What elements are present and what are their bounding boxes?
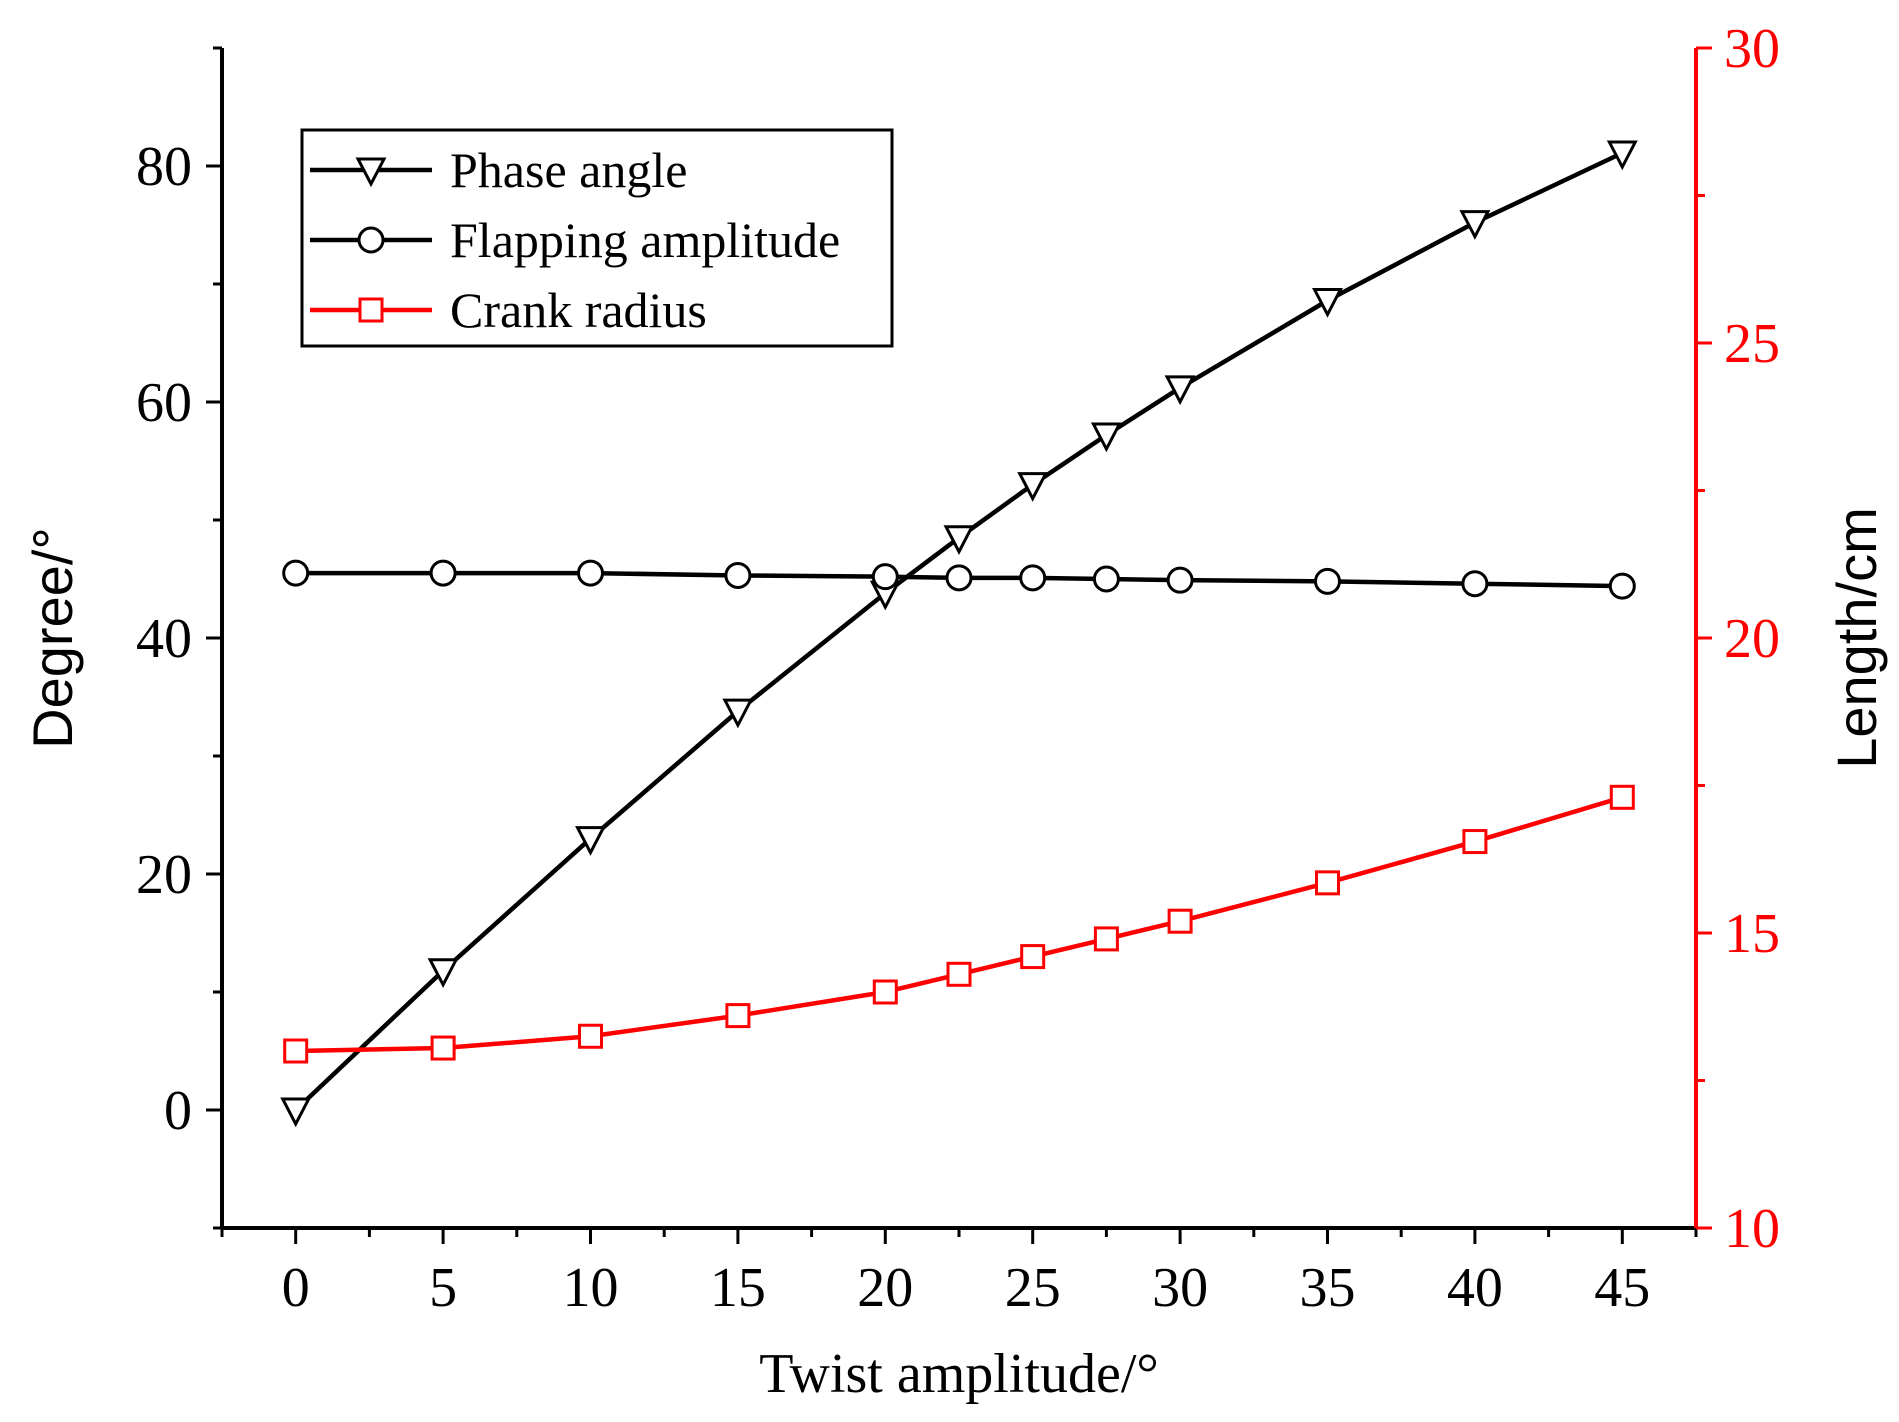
y-left-axis-title: Degree/°: [21, 527, 84, 749]
data-point-flapping-amplitude: [1166, 566, 1194, 594]
data-point-phase-angle: [1606, 140, 1638, 171]
data-point-crank-radius: [1462, 829, 1488, 855]
legend: Phase angle Flapping amplitude Crank radiu…: [300, 128, 894, 348]
y-left-tick-label: 0: [164, 1080, 192, 1142]
series-flapping-amplitude: [282, 559, 1636, 600]
y-left-tick-label: 80: [136, 136, 192, 198]
data-point-phase-angle: [1090, 422, 1122, 453]
data-point-flapping-amplitude: [1608, 572, 1636, 600]
plot-area: [280, 140, 1638, 1128]
data-point-crank-radius: [430, 1035, 456, 1061]
x-tick-label: 45: [1594, 1257, 1650, 1319]
y-left-tick-label: 60: [136, 372, 192, 434]
x-tick-label: 10: [563, 1257, 619, 1319]
y-left-tick-label: 20: [136, 844, 192, 906]
data-point-crank-radius: [1093, 926, 1119, 952]
series-line-crank-radius: [295, 795, 1623, 1054]
y-right-tick-label: 30: [1724, 18, 1780, 80]
x-tick-label: 15: [710, 1257, 766, 1319]
data-point-crank-radius: [725, 1003, 751, 1029]
data-point-phase-angle: [575, 826, 606, 856]
x-axis-title: Twist amplitude/°: [759, 1343, 1159, 1405]
data-point-flapping-amplitude: [282, 559, 310, 587]
y-right-tick-label: 15: [1724, 903, 1780, 965]
legend-item-crank-radius: Crank radius: [310, 282, 707, 338]
data-point-crank-radius: [578, 1023, 603, 1049]
legend-label: Crank radius: [450, 282, 707, 338]
x-tick-label: 30: [1152, 1257, 1208, 1319]
data-point-crank-radius: [1609, 784, 1635, 810]
x-tick-label: 40: [1447, 1257, 1503, 1319]
data-point-phase-angle: [1017, 472, 1049, 502]
legend-label: Flapping amplitude: [450, 212, 840, 268]
axes: 0 5 10 15 20 25 30 35 40 45 0 20 40 60 80 10 15 20 25 30 Twi…: [21, 18, 1888, 1405]
legend-marker: [358, 297, 384, 323]
x-tick-label: 20: [857, 1257, 913, 1319]
data-point-phase-angle: [1459, 210, 1491, 240]
data-point-flapping-amplitude: [1314, 567, 1341, 595]
x-tick-label: 5: [429, 1257, 457, 1319]
data-point-crank-radius: [1315, 870, 1340, 896]
data-point-phase-angle: [722, 698, 754, 729]
data-point-flapping-amplitude: [429, 559, 457, 587]
y-right-tick-label: 25: [1724, 313, 1780, 375]
data-point-flapping-amplitude: [871, 563, 899, 591]
data-point-phase-angle: [1164, 375, 1196, 406]
data-point-flapping-amplitude: [1019, 564, 1047, 592]
data-point-flapping-amplitude: [577, 559, 604, 587]
series-line-phase-angle: [294, 150, 1624, 1112]
data-point-flapping-amplitude: [945, 564, 973, 592]
data-point-phase-angle: [280, 1097, 312, 1128]
legend-marker: [355, 157, 387, 188]
series-line-flapping-amplitude: [295, 570, 1623, 589]
x-tick-label: 25: [1005, 1257, 1061, 1319]
data-point-crank-radius: [1167, 908, 1193, 934]
y-right-tick-label: 20: [1724, 608, 1780, 670]
y-left-tick-label: 40: [136, 608, 192, 670]
data-point-crank-radius: [1020, 944, 1046, 970]
data-point-flapping-amplitude: [1461, 570, 1489, 598]
data-point-phase-angle: [943, 525, 975, 555]
data-point-phase-angle: [427, 958, 459, 989]
data-point-crank-radius: [872, 979, 898, 1005]
data-point-flapping-amplitude: [1092, 565, 1120, 593]
data-point-flapping-amplitude: [724, 561, 752, 589]
x-tick-label: 0: [282, 1257, 310, 1319]
legend-marker: [357, 226, 385, 254]
data-point-crank-radius: [283, 1038, 309, 1064]
x-tick-label: 35: [1300, 1257, 1356, 1319]
legend-label: Phase angle: [450, 142, 687, 198]
data-point-crank-radius: [946, 961, 972, 987]
y-right-axis-title: Length/cm: [1825, 507, 1888, 769]
data-point-phase-angle: [1312, 288, 1343, 318]
y-right-tick-label: 10: [1724, 1198, 1780, 1260]
legend-item-flapping-amplitude: Flapping amplitude: [310, 212, 840, 268]
legend-item-phase-angle: Phase angle: [310, 142, 687, 198]
series-crank-radius: [283, 784, 1635, 1064]
